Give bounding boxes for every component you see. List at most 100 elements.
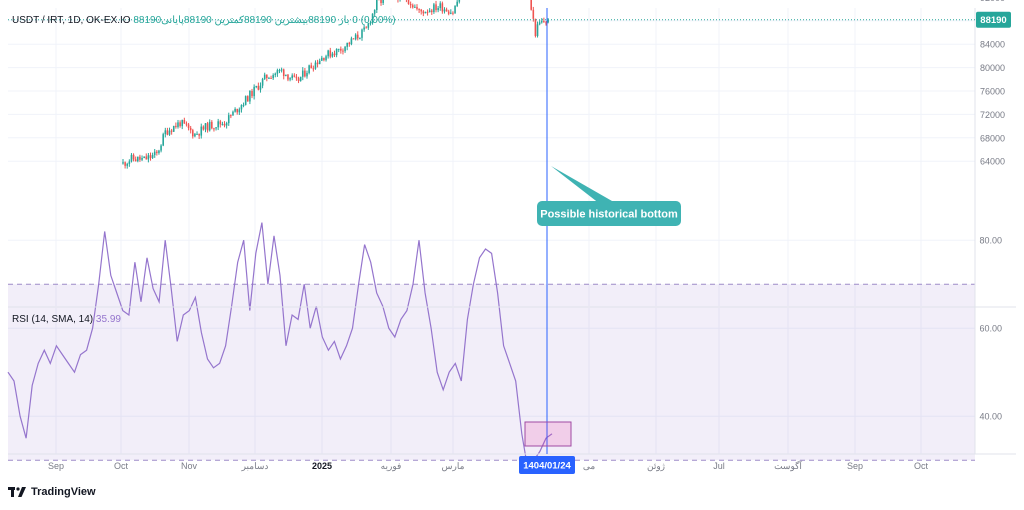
candle-body xyxy=(243,105,245,106)
rsi-band-layer xyxy=(8,284,975,460)
candle-body xyxy=(196,134,198,135)
candle-body xyxy=(277,70,279,73)
candle-body xyxy=(365,27,367,28)
candle-body xyxy=(410,4,412,5)
candle-body xyxy=(408,0,410,4)
symbol-name: USDT / IRT, 1D, OK-EX.IO xyxy=(12,15,133,26)
candle-body xyxy=(219,121,221,124)
candle-body xyxy=(302,71,304,77)
candle-body xyxy=(266,75,268,78)
candle-body xyxy=(342,51,344,52)
candle-body xyxy=(420,10,422,12)
candle-body xyxy=(192,130,194,136)
candle-body xyxy=(315,63,317,69)
price-tick-label: 76000 xyxy=(980,87,1005,97)
candle-body xyxy=(296,77,298,79)
candle-body xyxy=(541,21,543,22)
candle-body xyxy=(181,120,183,126)
price-tick-label: 72000 xyxy=(980,110,1005,120)
candle-body xyxy=(169,131,171,135)
candle-body xyxy=(446,10,448,12)
rsi-tick-label: 40.00 xyxy=(979,412,1002,422)
candle-body xyxy=(222,124,224,125)
candle-body xyxy=(294,75,296,76)
candle-body xyxy=(126,164,128,166)
candle-body xyxy=(283,69,285,76)
candle-body xyxy=(272,75,274,78)
candle-body xyxy=(344,47,346,51)
candle-body xyxy=(332,54,334,57)
candle-body xyxy=(304,71,306,77)
candle-body xyxy=(215,127,217,128)
candle-body xyxy=(194,134,196,136)
candle-body xyxy=(177,122,179,127)
candle-body xyxy=(131,155,133,162)
candle-body xyxy=(274,74,276,75)
candle-body xyxy=(203,127,205,130)
candle-body xyxy=(291,75,293,78)
candle-body xyxy=(154,152,156,155)
candle-body xyxy=(188,125,190,128)
candle-body xyxy=(260,86,262,90)
candle-body xyxy=(217,121,219,127)
candle-body xyxy=(230,115,232,116)
time-tick-label: Sep xyxy=(48,461,64,471)
candle-body xyxy=(247,96,249,101)
candle-body xyxy=(270,78,272,79)
candle-body xyxy=(533,10,535,19)
candle-body xyxy=(156,152,158,153)
candle-body xyxy=(129,161,131,163)
candle-body xyxy=(359,38,361,39)
candle-body xyxy=(349,43,351,44)
candle-body xyxy=(300,77,302,81)
candle-body xyxy=(268,78,270,79)
rsi-band-fill xyxy=(8,284,975,460)
candle-body xyxy=(207,123,209,130)
candle-body xyxy=(444,10,446,12)
candle-body xyxy=(236,109,238,112)
last-price-label: 88190 xyxy=(980,15,1006,26)
time-tick-label: ژوئن xyxy=(647,461,665,472)
candle-body xyxy=(535,19,537,36)
callout-label: Possible historical bottom xyxy=(540,209,678,221)
candle-body xyxy=(433,4,435,12)
price-tick-label: 92000 xyxy=(980,0,1005,3)
candle-body xyxy=(334,54,336,56)
candle-body xyxy=(165,130,167,134)
ohlc-value: 88190بیشترین xyxy=(272,15,337,26)
candle-body xyxy=(255,86,257,87)
candle-body xyxy=(249,91,251,101)
candle-body xyxy=(239,109,241,112)
price-tick-label: 80000 xyxy=(980,63,1005,73)
time-tick-label: Oct xyxy=(114,461,129,471)
candle-body xyxy=(357,35,359,39)
time-tick-label: Nov xyxy=(181,461,198,471)
candle-body xyxy=(319,61,321,64)
time-tick-label: مارس xyxy=(442,461,465,472)
candle-body xyxy=(190,128,192,130)
candle-body xyxy=(135,159,137,161)
candle-body xyxy=(171,131,173,132)
candle-body xyxy=(175,126,177,127)
tradingview-brand[interactable]: TradingView xyxy=(8,484,96,500)
time-tick-label: Oct xyxy=(914,461,929,471)
candle-body xyxy=(355,35,357,40)
candle-body xyxy=(418,9,420,10)
candle-body xyxy=(376,0,378,10)
time-tick-label: می xyxy=(583,461,596,471)
candle-body xyxy=(458,0,460,2)
price-tick-label: 84000 xyxy=(980,40,1005,50)
candle-body xyxy=(258,86,260,90)
candle-body xyxy=(200,127,202,136)
candle-body xyxy=(234,109,236,112)
candle-body xyxy=(186,124,188,125)
candle-body xyxy=(224,124,226,125)
candle-body xyxy=(336,49,338,55)
candle-body xyxy=(158,151,160,153)
candle-body xyxy=(454,6,456,13)
time-tick-label: آگوست xyxy=(774,460,802,472)
candle-body xyxy=(448,12,450,14)
candle-body xyxy=(423,11,425,13)
